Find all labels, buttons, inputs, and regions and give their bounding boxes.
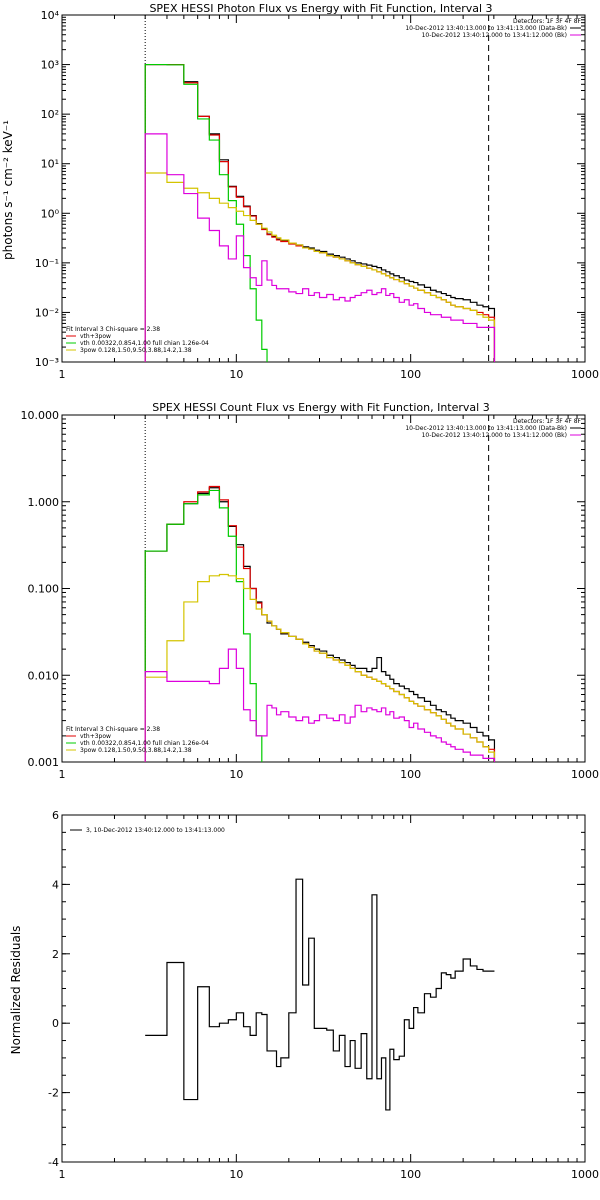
legend-detectors: Detectors: 1F 3F 4F 8F	[513, 418, 582, 425]
series-3pow-line	[144, 573, 496, 762]
count-flux-panel: SPEX HESSI Count Flux vs Energy with Fit…	[21, 401, 600, 781]
legend-fit-summary: Fit Interval 3 Chi-square = 2.38	[66, 326, 160, 333]
y-tick-label: 2	[52, 948, 59, 961]
legend-entry: vth+3pow	[80, 733, 111, 740]
y-tick-label: 6	[52, 809, 59, 822]
legend-entry: 3pow 0.128,1.50,9.50,3.88,14.2,1.38	[80, 747, 192, 754]
y-tick-label: 10⁻²	[35, 306, 59, 319]
x-tick-label: 1000	[571, 368, 599, 381]
y-tick-label: 10⁻¹	[35, 257, 59, 270]
x-tick-label: 10	[229, 1168, 243, 1181]
y-tick-label: 10⁻³	[35, 356, 59, 369]
y-tick-label: 10²	[41, 108, 59, 121]
series-vth-line	[144, 489, 269, 762]
axes-frame	[61, 814, 586, 1163]
y-tick-label: 10⁴	[41, 9, 60, 22]
x-tick-label: 100	[400, 1168, 421, 1181]
y-tick-label: 4	[52, 878, 59, 891]
y-tick-label: -2	[48, 1087, 59, 1100]
y-tick-label: 0.001	[28, 756, 60, 769]
x-tick-label: 1000	[571, 1168, 599, 1181]
x-tick-label: 1	[59, 1168, 66, 1181]
residuals-y-label: Normalized Residuals	[9, 926, 23, 1055]
y-tick-label: 0.100	[28, 583, 60, 596]
series-3-10-dec-2012-13-40-12-000-to-13-41-13-000-line	[145, 878, 495, 1111]
legend-entry: vth+3pow	[80, 333, 111, 340]
x-tick-label: 100	[400, 768, 421, 781]
count-flux-plot-area	[144, 415, 496, 762]
y-tick-label: 1.000	[28, 496, 60, 509]
legend-entry: 10-Dec-2012 13:40:13.000 to 13:41:13.000…	[405, 425, 567, 432]
x-tick-label: 1	[59, 368, 66, 381]
count-flux-axes: 1 10 100 1000 0.001 0.010 0.100 1.000 10.000	[21, 409, 600, 781]
photon-flux-panel: SPEX HESSI Photon Flux vs Energy with Fi…	[1, 2, 599, 381]
y-tick-label: 0.010	[28, 669, 60, 682]
x-tick-label: 1	[59, 768, 66, 781]
legend-entry: 10-Dec-2012 13:40:13.000 to 13:41:13.000…	[405, 25, 567, 32]
legend-fit-summary: Fit Interval 3 Chi-square = 2.38	[66, 726, 160, 733]
legend-entry: 10-Dec-2012 13:40:12.000 to 13:41:12.000…	[422, 432, 567, 439]
y-tick-label: 10¹	[41, 158, 59, 171]
x-tick-label: 100	[400, 368, 421, 381]
y-tick-label: 10.000	[21, 409, 60, 422]
photon-flux-axes: 1 10 100 1000 10⁻³ 10⁻² 10⁻¹ 10⁰ 10¹ 10² 10³ 10⁴	[35, 9, 599, 381]
y-tick-label: 10⁰	[41, 207, 60, 220]
axes-frame	[61, 14, 586, 363]
legend-entry: vth 0.00322,0.854,1.00 full chian 1.26e-…	[80, 740, 209, 747]
series-vth-line	[144, 63, 274, 362]
photon-flux-plot-area	[144, 15, 496, 362]
photon-flux-y-label: photons s⁻¹ cm⁻² keV⁻¹	[1, 120, 15, 260]
photon-flux-title: SPEX HESSI Photon Flux vs Energy with Fi…	[149, 2, 492, 15]
residuals-panel: Normalized Residuals 1 10 100 1000-4-20246 …	[9, 809, 599, 1181]
residuals-legend: 3, 10-Dec-2012 13:40:12.000 to 13:41:13.…	[70, 827, 225, 834]
x-tick-label: 1000	[571, 768, 599, 781]
legend-entry: 3, 10-Dec-2012 13:40:12.000 to 13:41:13.…	[86, 827, 225, 834]
x-tick-label: 10	[229, 368, 243, 381]
legend-detectors: Detectors: 1F 3F 4F 8F	[513, 18, 582, 25]
residuals-axes: 1 10 100 1000 -4 -2 0 2 4 6	[48, 809, 599, 1181]
axes-frame	[61, 414, 586, 763]
y-tick-label: 0	[52, 1017, 59, 1030]
y-tick-label: -4	[48, 1156, 59, 1169]
legend-entry: 10-Dec-2012 13:40:12.000 to 13:41:12.000…	[422, 32, 567, 39]
legend-entry: vth 0.00322,0.854,1.00 full chian 1.26e-…	[80, 340, 209, 347]
y-tick-label: 10³	[41, 59, 59, 72]
series-3pow-line	[144, 172, 496, 362]
series-bk-line	[144, 133, 496, 362]
series-bk-line	[144, 648, 496, 762]
count-flux-title: SPEX HESSI Count Flux vs Energy with Fit…	[152, 401, 489, 414]
x-tick-label: 10	[229, 768, 243, 781]
residuals-plot-area	[145, 878, 495, 1111]
legend-entry: 3pow 0.128,1.50,9.50,3.88,14.2,1.38	[80, 347, 192, 354]
